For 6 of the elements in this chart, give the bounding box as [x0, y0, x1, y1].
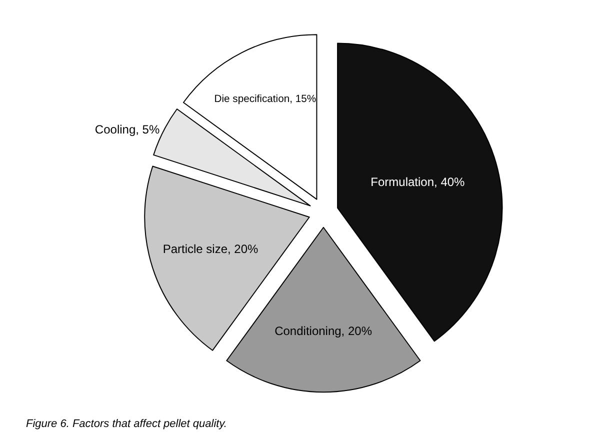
- slice-label: Particle size, 20%: [162, 242, 259, 256]
- slice-label: Cooling, 5%: [94, 122, 160, 137]
- slice-label: Formulation, 40%: [370, 174, 466, 189]
- slice-label: Conditioning, 20%: [274, 324, 372, 338]
- slice-label: Die specification, 15%: [214, 94, 316, 105]
- caption: Figure 6. Factors that affect pellet quality.: [26, 418, 227, 430]
